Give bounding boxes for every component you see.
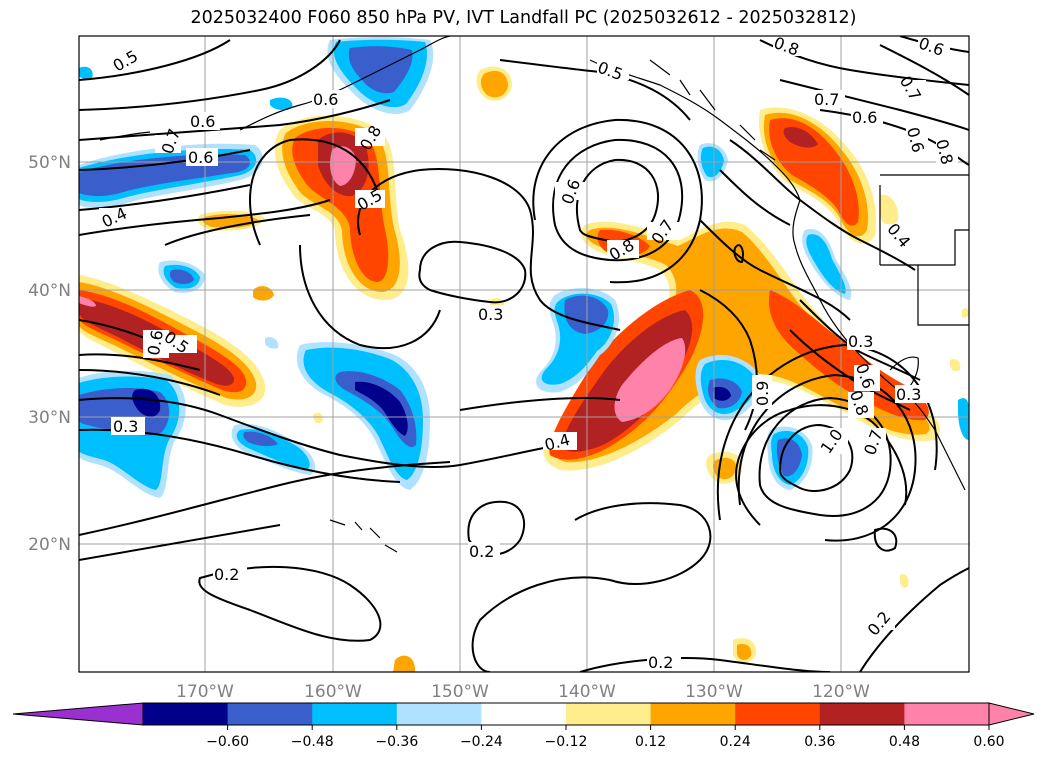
contour-label: 0.2 xyxy=(214,565,239,584)
colorbar-swatch xyxy=(819,703,905,725)
colorbar-swatch xyxy=(312,703,398,725)
lon-tick-label: 140°W xyxy=(558,682,616,702)
colorbar-tick-label: 0.24 xyxy=(720,734,751,750)
colorbar-swatch xyxy=(481,703,567,725)
colorbar-swatch xyxy=(735,703,821,725)
lon-tick-labels: 170°W 160°W 150°W 140°W 130°W 120°W xyxy=(176,682,870,702)
lat-tick-label: 40°N xyxy=(28,281,71,301)
contour-label: 0.3 xyxy=(113,417,138,436)
colorbar-tick-label: −0.36 xyxy=(375,734,418,750)
lat-tick-label: 50°N xyxy=(28,153,71,173)
lon-tick-label: 150°W xyxy=(431,682,489,702)
contour-label: 0.6 xyxy=(188,148,213,167)
ivt-contours xyxy=(79,36,969,672)
lat-tick-label: 30°N xyxy=(28,408,71,428)
lon-tick-label: 120°W xyxy=(812,682,870,702)
contour-label: 0.2 xyxy=(469,542,494,561)
colorbar-tick-label: −0.48 xyxy=(291,734,334,750)
map-gridlines xyxy=(79,36,969,672)
colorbar-tick-label: 0.60 xyxy=(973,734,1004,750)
colorbar-tick-label: −0.12 xyxy=(545,734,588,750)
colorbar-tick-label: −0.24 xyxy=(460,734,503,750)
contour-label: 0.6 xyxy=(144,329,167,357)
lon-tick-label: 170°W xyxy=(176,682,234,702)
lon-tick-label: 160°W xyxy=(304,682,362,702)
contour-label: 0.6 xyxy=(313,90,338,109)
contour-label: 0.9 xyxy=(753,381,772,406)
colorbar-extend-high xyxy=(988,702,1035,726)
contour-label: 0.2 xyxy=(648,653,673,672)
colorbar-tick-label: 0.48 xyxy=(889,734,920,750)
colorbar-swatch xyxy=(904,703,990,725)
colorbar-extend-low xyxy=(12,702,144,726)
colorbar-tick-label: 0.12 xyxy=(635,734,666,750)
colorbar-tick-label: −0.60 xyxy=(206,734,249,750)
contour-label: 0.6 xyxy=(190,112,215,131)
colorbar-swatch xyxy=(650,703,736,725)
colorbar-swatch xyxy=(566,703,652,725)
colorbar-tick-label: 0.36 xyxy=(804,734,835,750)
contour-label: 0.3 xyxy=(896,385,921,404)
contour-label: 0.7 xyxy=(814,90,839,109)
plot-frame xyxy=(78,35,970,673)
contour-label: 0.6 xyxy=(852,108,877,127)
colorbar-swatch xyxy=(143,703,229,725)
contour-label: 0.3 xyxy=(478,305,503,324)
lat-tick-labels: 50°N 40°N 30°N 20°N xyxy=(28,153,71,555)
colorbar: −0.60 −0.48 −0.36 −0.24 −0.12 0.12 0.24 0.36 0.4… xyxy=(12,702,1035,750)
contour-label: 0.3 xyxy=(848,332,873,351)
map-title: 2025032400 F060 850 hPa PV, IVT Landfall… xyxy=(190,8,857,28)
lon-tick-label: 130°W xyxy=(685,682,743,702)
lat-tick-label: 20°N xyxy=(28,535,71,555)
colorbar-swatch xyxy=(396,703,482,725)
contour-labels: 0.5 0.6 0.7 0.6 0.4 0.6 0.8 0.5 0.5 0.6 … xyxy=(99,33,958,672)
colorbar-swatch xyxy=(227,703,313,725)
